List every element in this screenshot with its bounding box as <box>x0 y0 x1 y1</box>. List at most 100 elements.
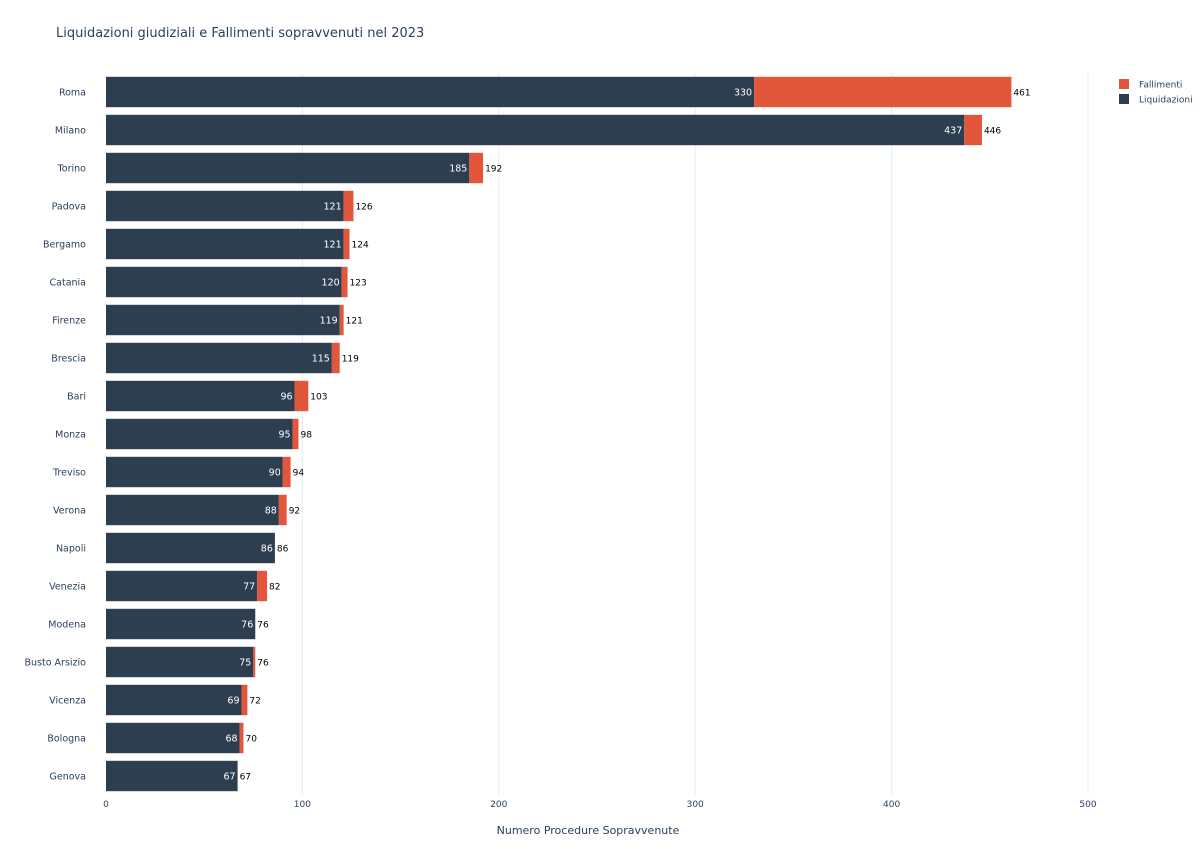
category-label: Roma <box>59 88 86 99</box>
bar-fallimenti[interactable] <box>241 684 248 716</box>
data-label-total: 72 <box>249 697 260 707</box>
category-label: Firenze <box>52 316 86 327</box>
x-tick-label: 400 <box>883 800 900 810</box>
data-label-liquidazioni: 88 <box>265 506 277 517</box>
bar-liquidazioni[interactable] <box>106 304 340 336</box>
bar-fallimenti[interactable] <box>257 570 268 602</box>
bar-liquidazioni[interactable] <box>106 190 344 222</box>
legend-label[interactable]: Fallimenti <box>1139 81 1182 91</box>
bar-fallimenti[interactable] <box>253 646 256 678</box>
data-label-liquidazioni: 119 <box>320 316 338 327</box>
bar-liquidazioni[interactable] <box>106 722 240 754</box>
data-label-liquidazioni: 95 <box>278 430 290 441</box>
data-label-total: 121 <box>346 317 363 327</box>
bar-fallimenti[interactable] <box>292 418 299 450</box>
bar-liquidazioni[interactable] <box>106 418 293 450</box>
data-label-liquidazioni: 75 <box>239 658 251 669</box>
bars <box>106 76 1012 792</box>
data-label-total: 92 <box>289 507 300 517</box>
data-label-liquidazioni: 115 <box>312 354 330 365</box>
category-label: Bologna <box>47 734 86 745</box>
x-tick-label: 300 <box>687 800 704 810</box>
grid-lines <box>301 73 1089 795</box>
category-label: Catania <box>50 278 86 289</box>
bar-fallimenti[interactable] <box>469 152 484 184</box>
data-label-liquidazioni: 120 <box>322 278 340 289</box>
data-label-liquidazioni: 185 <box>449 164 467 175</box>
bar-fallimenti[interactable] <box>341 266 348 298</box>
category-label: Verona <box>53 506 86 517</box>
bar-fallimenti[interactable] <box>754 76 1012 108</box>
legend-label[interactable]: Liquidazioni <box>1139 96 1193 106</box>
data-label-total: 82 <box>269 583 280 593</box>
bar-liquidazioni[interactable] <box>106 760 238 792</box>
bar-liquidazioni[interactable] <box>106 684 242 716</box>
data-label-total: 461 <box>1013 89 1030 99</box>
legend[interactable]: Fallimenti Liquidazioni <box>1119 79 1193 106</box>
category-label: Modena <box>48 620 86 631</box>
legend-swatch[interactable] <box>1119 94 1129 104</box>
legend-swatch[interactable] <box>1119 79 1129 89</box>
bar-fallimenti[interactable] <box>294 380 309 412</box>
data-label-liquidazioni: 76 <box>241 620 253 631</box>
data-label-liquidazioni: 330 <box>734 88 752 99</box>
category-label: Padova <box>52 202 86 213</box>
category-label: Busto Arsizio <box>25 658 87 669</box>
bar-liquidazioni[interactable] <box>106 646 254 678</box>
bar-liquidazioni[interactable] <box>106 342 332 374</box>
category-label: Napoli <box>56 544 86 555</box>
category-label: Treviso <box>52 468 86 479</box>
bar-fallimenti[interactable] <box>282 456 291 488</box>
data-label-liquidazioni: 121 <box>324 240 342 251</box>
data-label-total: 86 <box>277 545 289 555</box>
data-label-total: 98 <box>300 431 312 441</box>
x-tick-label: 0 <box>103 800 109 810</box>
x-tick-label: 200 <box>490 800 507 810</box>
bar-fallimenti[interactable] <box>239 722 244 754</box>
data-label-liquidazioni: 437 <box>944 126 962 137</box>
bar-liquidazioni[interactable] <box>106 152 470 184</box>
data-label-total: 126 <box>355 203 372 213</box>
data-label-total: 70 <box>245 735 257 745</box>
data-label-liquidazioni: 67 <box>223 772 235 783</box>
category-labels: Roma Milano Torino Padova Bergamo Catania Fire… <box>25 88 87 783</box>
bar-fallimenti[interactable] <box>278 494 287 526</box>
bar-liquidazioni[interactable] <box>106 494 279 526</box>
bar-fallimenti[interactable] <box>343 228 350 260</box>
category-label: Bari <box>67 392 86 403</box>
bar-liquidazioni[interactable] <box>106 266 342 298</box>
x-tick-labels: 0 100 200 300 400 500 <box>103 800 1097 810</box>
bar-liquidazioni[interactable] <box>106 228 344 260</box>
bar-fallimenti[interactable] <box>331 342 340 374</box>
data-label-total: 123 <box>350 279 367 289</box>
bar-liquidazioni[interactable] <box>106 380 295 412</box>
x-tick-label: 100 <box>294 800 311 810</box>
category-label: Torino <box>57 164 87 175</box>
data-label-total: 119 <box>342 355 359 365</box>
bar-liquidazioni[interactable] <box>106 114 965 146</box>
data-label-total: 76 <box>257 621 269 631</box>
bar-liquidazioni[interactable] <box>106 570 258 602</box>
bar-liquidazioni[interactable] <box>106 608 256 640</box>
bar-liquidazioni[interactable] <box>106 532 275 564</box>
data-label-liquidazioni: 77 <box>243 582 255 593</box>
data-label-liquidazioni: 96 <box>280 392 292 403</box>
data-label-total: 76 <box>257 659 269 669</box>
category-label: Milano <box>55 126 86 137</box>
category-label: Bergamo <box>43 240 86 251</box>
data-label-total: 446 <box>984 127 1001 137</box>
bar-fallimenti[interactable] <box>343 190 354 222</box>
data-label-total: 192 <box>485 165 502 175</box>
bar-liquidazioni[interactable] <box>106 76 755 108</box>
x-axis-label: Numero Procedure Sopravvenute <box>497 824 680 837</box>
data-label-liquidazioni: 90 <box>269 468 281 479</box>
data-label-total: 103 <box>310 393 327 403</box>
category-label: Brescia <box>51 354 86 365</box>
category-label: Genova <box>50 772 86 783</box>
bar-liquidazioni[interactable] <box>106 456 283 488</box>
x-tick-label: 500 <box>1079 800 1096 810</box>
chart-title: Liquidazioni giudiziali e Fallimenti sop… <box>56 26 424 41</box>
bar-fallimenti[interactable] <box>964 114 982 146</box>
bar-fallimenti[interactable] <box>339 304 344 336</box>
